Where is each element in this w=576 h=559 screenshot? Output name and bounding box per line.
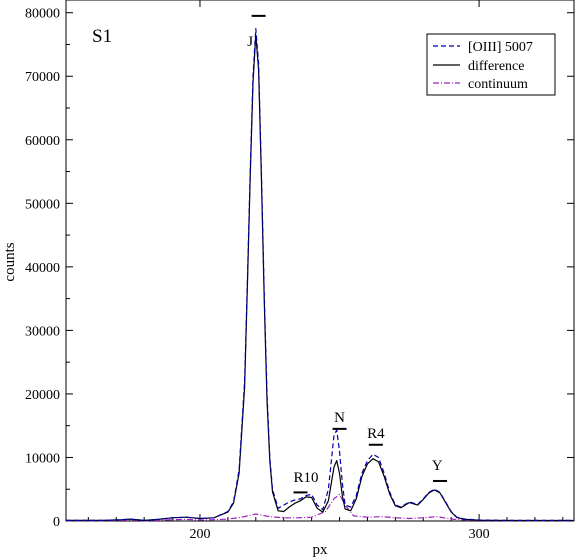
series-line-oiii-5007 xyxy=(66,28,574,522)
y-tick-label: 30000 xyxy=(25,324,60,339)
y-tick-label: 20000 xyxy=(25,388,60,403)
peak-label: Y xyxy=(432,458,443,474)
y-tick-label: 0 xyxy=(53,515,60,530)
y-axis-title: counts xyxy=(2,242,18,281)
y-tick-label: 50000 xyxy=(25,197,60,212)
x-axis: 200 300 xyxy=(87,0,564,542)
series-layer xyxy=(66,28,574,522)
legend-label-continuum: continuum xyxy=(468,77,528,92)
peak-label: J xyxy=(247,34,253,50)
x-tick-label: 200 xyxy=(189,527,210,542)
y-tick-label: 70000 xyxy=(25,70,60,85)
y-tick-label: 40000 xyxy=(25,261,60,276)
x-axis-title: px xyxy=(313,542,329,558)
peak-label: R4 xyxy=(367,426,385,442)
y-tick-label: 60000 xyxy=(25,134,60,149)
panel-label: S1 xyxy=(92,26,112,47)
legend: [OIII] 5007 difference continuum xyxy=(426,33,556,96)
y-axis: 0 10000 20000 30000 40000 50000 60000 70000 8000… xyxy=(25,7,574,530)
legend-label-oiii: [OIII] 5007 xyxy=(468,40,533,55)
x-tick-label: 300 xyxy=(469,527,490,542)
peak-label: N xyxy=(334,410,345,426)
series-line-continuum xyxy=(66,493,574,522)
annotation-layer: J R10 N R4 Y xyxy=(247,14,448,494)
y-tick-label: 80000 xyxy=(25,7,60,22)
peak-label: R10 xyxy=(294,470,319,486)
y-tick-label: 10000 xyxy=(25,451,60,466)
legend-label-difference: difference xyxy=(468,59,524,74)
